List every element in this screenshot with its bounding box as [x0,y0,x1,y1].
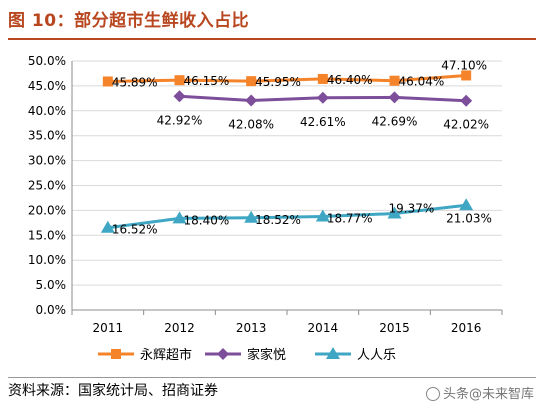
data-label: 18.52% [255,213,301,227]
x-tick-label: 2014 [308,321,339,335]
x-tick-label: 2011 [93,321,124,335]
data-label-layer: 45.89% 46.15% 45.95% 46.40% 46.04% 47.10% 42.9… [112,58,492,236]
y-tick-label: 50.0% [28,54,66,68]
y-tick-label: 40.0% [28,104,66,118]
data-label: 42.69% [372,114,418,128]
page-title: 图 10：部分超市生鲜收入占比 [8,11,250,31]
source-divider [8,377,536,378]
data-label: 18.77% [327,212,373,226]
data-point [389,75,400,86]
data-point [460,94,473,107]
data-label: 46.04% [399,75,445,89]
y-tick-label: 0.0% [36,303,67,317]
series-layer [100,70,474,233]
legend: 永辉超市 家家悦 人人乐 [98,347,396,363]
data-point [461,70,472,81]
legend-marker [111,349,121,359]
watermark-text: 头条@未来智库 [442,387,534,402]
data-point [173,90,186,103]
watermark-logo-icon [425,387,440,401]
data-point [174,75,185,86]
y-tick-label: 15.0% [28,228,66,242]
data-label: 16.52% [112,223,158,237]
data-point [244,210,259,223]
data-label: 46.15% [184,74,230,88]
data-label: 46.40% [327,73,373,87]
data-point [459,198,474,211]
grid-layer [72,60,502,286]
data-label: 18.40% [184,213,230,227]
legend-label: 人人乐 [357,348,396,363]
legend-marker [217,348,229,360]
data-point [245,94,258,107]
data-label: 45.89% [112,75,158,89]
data-point [102,76,113,87]
data-label: 42.02% [443,118,489,132]
legend-marker [326,347,340,359]
y-tick-label: 35.0% [28,129,66,143]
x-tick-label: 2013 [236,321,267,335]
title-divider [8,38,536,40]
data-point [172,211,187,224]
data-label: 45.95% [255,75,301,89]
data-point [387,206,402,219]
source-note: 资料来源：国家统计局、招商证券 [8,383,218,399]
data-label: 42.08% [228,117,274,131]
x-tick-label: 2012 [164,321,195,335]
data-label: 42.61% [300,115,346,129]
y-tick-label: 45.0% [28,79,66,93]
line-chart: 0.0% 5.0% 10.0% 15.0% 20.0% 25.0% 30.0% 35.0% 40… [28,54,503,363]
data-point [315,209,330,222]
data-label: 19.37% [389,202,435,216]
y-tick-label: 25.0% [28,179,66,193]
data-point [317,73,328,84]
series-line-1 [107,73,467,83]
legend-label: 家家悦 [247,347,286,363]
series-line-3 [107,203,467,230]
y-tick-label: 5.0% [36,278,67,292]
y-tick-label: 30.0% [28,154,66,168]
y-tick-label: 10.0% [28,253,66,267]
axis-layer: 0.0% 5.0% 10.0% 15.0% 20.0% 25.0% 30.0% 35.0% 40… [28,54,503,335]
y-tick-label: 20.0% [28,203,66,217]
data-point [246,76,257,87]
data-label: 47.10% [441,58,487,72]
x-tick-label: 2016 [451,321,482,335]
data-point [316,91,329,104]
data-point [100,220,115,233]
data-label: 21.03% [446,211,492,225]
legend-label: 永辉超市 [140,347,192,363]
data-point [388,91,401,104]
x-tick-label: 2015 [379,321,410,335]
watermark: 头条@未来智库 [425,383,534,402]
data-label: 42.92% [157,113,203,127]
